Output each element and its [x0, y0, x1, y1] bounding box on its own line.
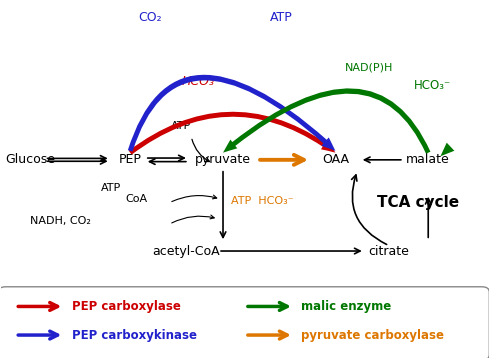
Text: ATP: ATP: [100, 183, 121, 193]
Text: TCA cycle: TCA cycle: [377, 195, 460, 210]
Text: NAD(P)H: NAD(P)H: [345, 62, 393, 72]
Text: ATP: ATP: [270, 11, 293, 24]
Text: Glucose: Glucose: [5, 153, 55, 166]
Text: malate: malate: [406, 153, 450, 166]
FancyArrowPatch shape: [223, 88, 430, 154]
Text: HCO₃⁻: HCO₃⁻: [181, 75, 221, 88]
Text: citrate: citrate: [368, 244, 410, 257]
Text: ATP: ATP: [172, 121, 192, 131]
Text: malic enzyme: malic enzyme: [301, 300, 392, 313]
FancyArrowPatch shape: [129, 112, 335, 155]
Text: acetyl-CoA: acetyl-CoA: [152, 244, 220, 257]
Text: PEP carboxykinase: PEP carboxykinase: [72, 328, 196, 341]
FancyArrowPatch shape: [441, 143, 454, 156]
Text: PEP carboxylase: PEP carboxylase: [72, 300, 180, 313]
Text: OAA: OAA: [322, 153, 349, 166]
Text: HCO₃⁻: HCO₃⁻: [414, 79, 451, 92]
Text: pyruvate carboxylase: pyruvate carboxylase: [301, 328, 444, 341]
Text: pyruvate: pyruvate: [195, 153, 251, 166]
Text: CoA: CoA: [125, 194, 147, 204]
FancyBboxPatch shape: [0, 287, 490, 359]
Text: NADH, CO₂: NADH, CO₂: [30, 216, 91, 225]
Text: PEP: PEP: [119, 153, 142, 166]
Text: ATP  HCO₃⁻: ATP HCO₃⁻: [231, 196, 294, 206]
FancyArrowPatch shape: [128, 75, 335, 151]
Text: CO₂: CO₂: [138, 11, 162, 24]
